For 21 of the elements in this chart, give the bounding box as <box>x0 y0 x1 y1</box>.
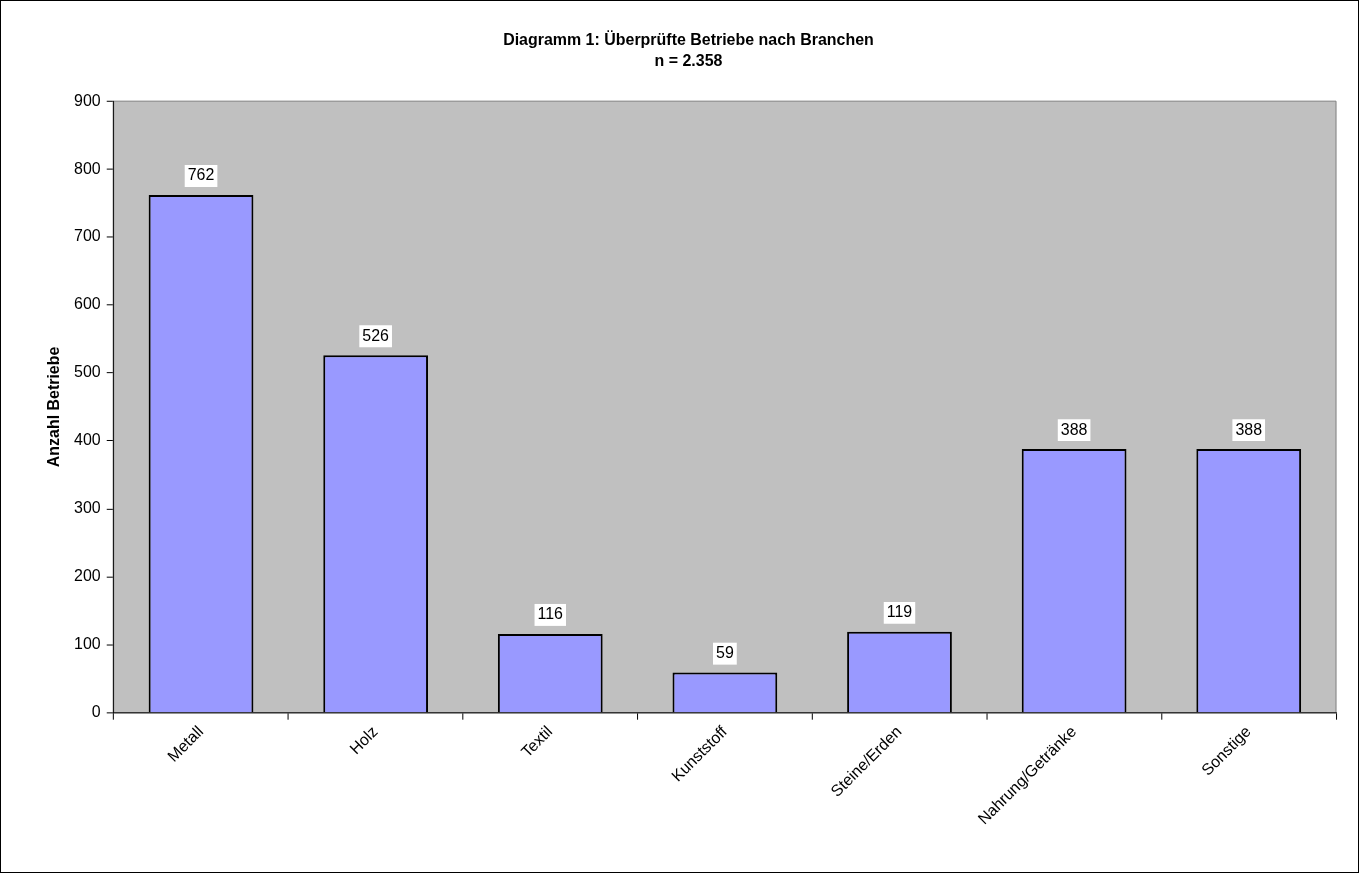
data-label: 526 <box>362 326 390 344</box>
chart-title: Diagramm 1: Überprüfte Betriebe nach Branchen <box>503 29 874 48</box>
y-tick-label: 600 <box>74 295 101 313</box>
data-label: 762 <box>187 166 215 184</box>
data-label: 59 <box>716 644 734 662</box>
y-tick-label: 0 <box>91 703 101 721</box>
chart-subtitle: n = 2.358 <box>654 52 723 70</box>
data-label: 388 <box>1060 420 1088 438</box>
y-tick-label: 100 <box>74 635 101 653</box>
y-tick-label: 800 <box>74 159 101 177</box>
y-axis-title: Anzahl Betriebe <box>44 346 62 468</box>
y-tick-label: 300 <box>74 499 101 517</box>
y-tick-label: 700 <box>74 227 101 245</box>
data-label: 119 <box>886 603 913 621</box>
y-tick-label: 200 <box>74 567 101 585</box>
data-label: 116 <box>537 605 564 623</box>
x-tick-label: Holz <box>346 722 381 758</box>
y-tick-label: 900 <box>74 91 101 109</box>
y-tick-label: 400 <box>74 431 101 449</box>
y-tick-label: 500 <box>74 363 101 381</box>
data-label: 388 <box>1235 420 1263 438</box>
